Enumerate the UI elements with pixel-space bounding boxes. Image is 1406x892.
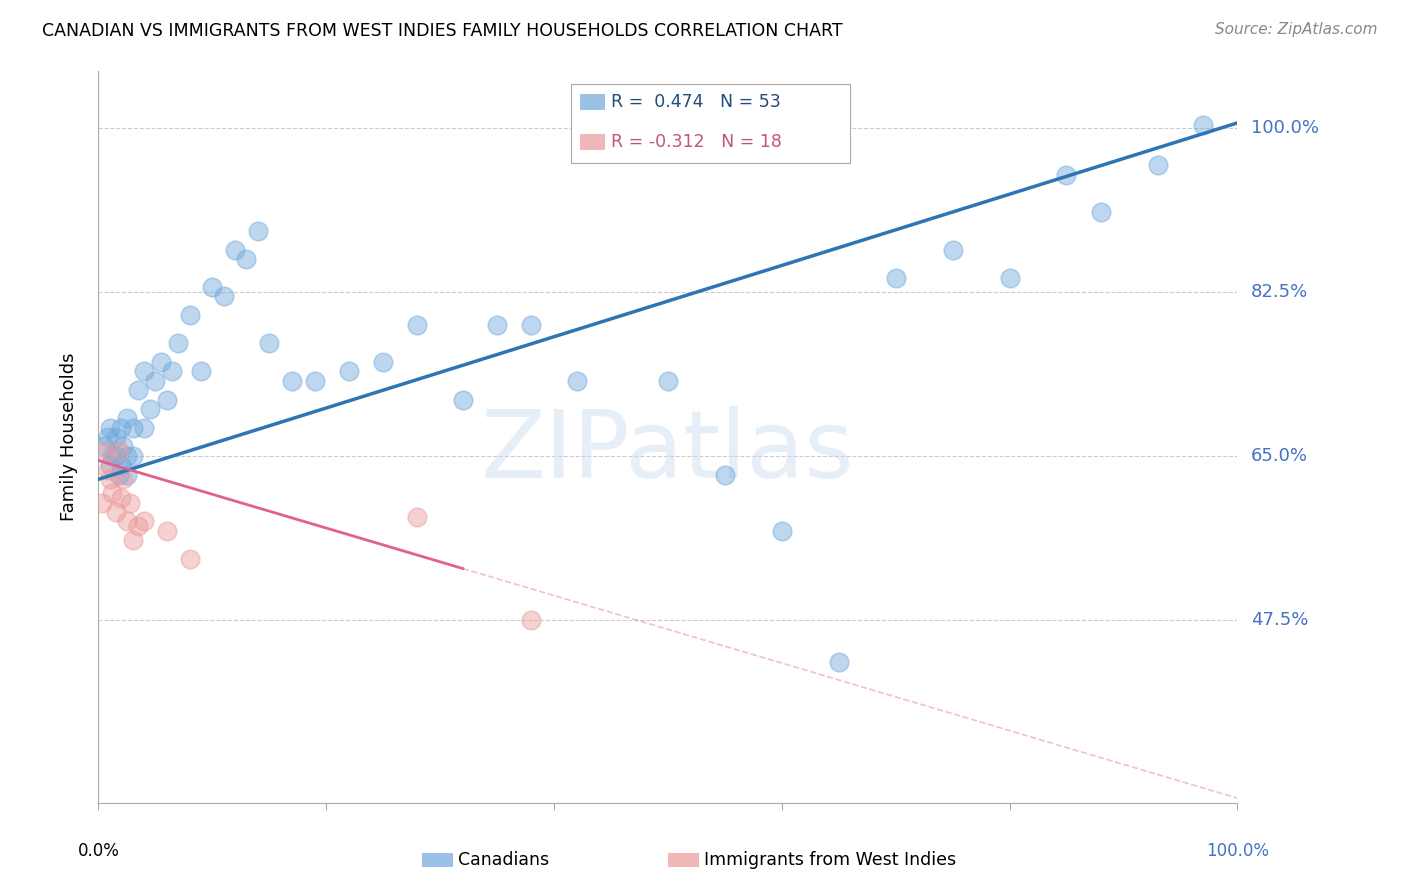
- Point: [770, 524, 793, 538]
- Text: ZIPatlas: ZIPatlas: [481, 406, 855, 498]
- Point: [115, 411, 138, 425]
- Text: Immigrants from West Indies: Immigrants from West Indies: [704, 851, 956, 869]
- Point: [486, 318, 509, 332]
- Text: Canadians: Canadians: [458, 851, 550, 869]
- Point: [246, 224, 269, 238]
- Point: [112, 440, 135, 454]
- Point: [520, 613, 543, 627]
- FancyBboxPatch shape: [571, 84, 851, 163]
- Point: [127, 519, 149, 533]
- Point: [167, 336, 190, 351]
- Text: Source: ZipAtlas.com: Source: ZipAtlas.com: [1215, 22, 1378, 37]
- Point: [115, 515, 138, 529]
- Point: [657, 374, 679, 388]
- Point: [1054, 168, 1078, 182]
- Point: [520, 318, 543, 332]
- Point: [451, 392, 474, 407]
- Point: [104, 505, 127, 519]
- Point: [714, 467, 737, 482]
- Point: [281, 374, 304, 388]
- Point: [565, 374, 588, 388]
- Bar: [581, 135, 605, 151]
- Text: 47.5%: 47.5%: [1251, 611, 1309, 629]
- Point: [304, 374, 326, 388]
- Point: [406, 509, 429, 524]
- Point: [115, 449, 138, 463]
- Point: [96, 430, 118, 444]
- Point: [104, 430, 127, 444]
- Point: [406, 318, 429, 332]
- Point: [1192, 118, 1215, 132]
- Text: 100.0%: 100.0%: [1206, 842, 1268, 860]
- Point: [942, 243, 965, 257]
- Point: [110, 420, 132, 434]
- Point: [132, 515, 155, 529]
- Point: [104, 449, 127, 463]
- Point: [145, 374, 167, 388]
- Point: [121, 449, 143, 463]
- Point: [108, 467, 131, 482]
- Point: [98, 458, 121, 473]
- Point: [132, 364, 155, 378]
- Point: [132, 420, 155, 434]
- Bar: [581, 94, 605, 110]
- Text: CANADIAN VS IMMIGRANTS FROM WEST INDIES FAMILY HOUSEHOLDS CORRELATION CHART: CANADIAN VS IMMIGRANTS FROM WEST INDIES …: [42, 22, 842, 40]
- Point: [98, 472, 121, 486]
- Point: [179, 552, 201, 566]
- Point: [162, 364, 184, 378]
- Text: 100.0%: 100.0%: [1251, 119, 1319, 136]
- Point: [884, 270, 907, 285]
- Point: [93, 440, 115, 454]
- Point: [127, 383, 149, 397]
- Point: [121, 533, 143, 548]
- Point: [101, 486, 124, 500]
- Point: [998, 270, 1021, 285]
- Point: [110, 458, 132, 473]
- Point: [90, 496, 112, 510]
- Point: [259, 336, 281, 351]
- Point: [112, 472, 135, 486]
- Point: [1090, 205, 1112, 219]
- Point: [337, 364, 360, 378]
- Point: [121, 420, 143, 434]
- Point: [235, 252, 257, 266]
- Point: [101, 449, 124, 463]
- Point: [98, 420, 121, 434]
- Point: [1146, 158, 1168, 172]
- Point: [138, 401, 160, 416]
- Point: [179, 308, 201, 322]
- Point: [224, 243, 246, 257]
- Point: [115, 467, 138, 482]
- Point: [110, 491, 132, 505]
- Point: [371, 355, 394, 369]
- Point: [150, 355, 173, 369]
- Point: [201, 280, 224, 294]
- Point: [156, 392, 179, 407]
- Point: [108, 444, 131, 458]
- Point: [212, 289, 235, 303]
- Point: [120, 496, 142, 510]
- Point: [156, 524, 179, 538]
- Text: 0.0%: 0.0%: [77, 842, 120, 860]
- Y-axis label: Family Households: Family Households: [59, 353, 77, 521]
- Text: R = -0.312   N = 18: R = -0.312 N = 18: [612, 133, 782, 152]
- Point: [190, 364, 212, 378]
- Point: [96, 463, 118, 477]
- Text: R =  0.474   N = 53: R = 0.474 N = 53: [612, 93, 780, 112]
- Point: [93, 444, 115, 458]
- Text: 82.5%: 82.5%: [1251, 283, 1309, 301]
- Point: [828, 655, 851, 669]
- Text: 65.0%: 65.0%: [1251, 447, 1308, 465]
